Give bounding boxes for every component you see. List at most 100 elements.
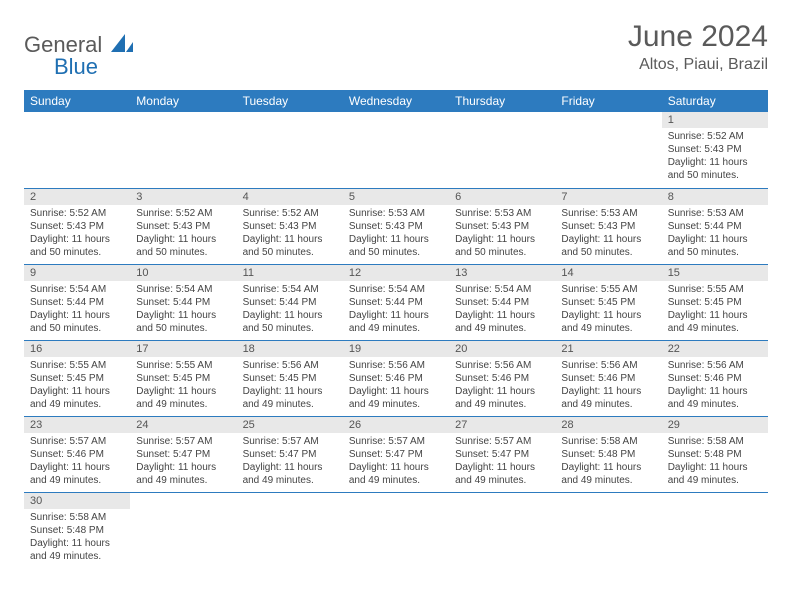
day-details: Sunrise: 5:57 AMSunset: 5:46 PMDaylight:…	[24, 433, 130, 491]
day-details: Sunrise: 5:53 AMSunset: 5:44 PMDaylight:…	[662, 205, 768, 263]
day-number: 22	[662, 341, 768, 357]
weekday-header: Monday	[130, 90, 236, 112]
day-details: Sunrise: 5:58 AMSunset: 5:48 PMDaylight:…	[662, 433, 768, 491]
calendar-cell: 26Sunrise: 5:57 AMSunset: 5:47 PMDayligh…	[343, 416, 449, 492]
day-number: 5	[343, 189, 449, 205]
day-details: Sunrise: 5:56 AMSunset: 5:46 PMDaylight:…	[555, 357, 661, 415]
day-number: 17	[130, 341, 236, 357]
calendar-cell	[555, 492, 661, 568]
day-number: 1	[662, 112, 768, 128]
day-details: Sunrise: 5:52 AMSunset: 5:43 PMDaylight:…	[130, 205, 236, 263]
calendar-table: Sunday Monday Tuesday Wednesday Thursday…	[24, 90, 768, 568]
calendar-cell: 2Sunrise: 5:52 AMSunset: 5:43 PMDaylight…	[24, 188, 130, 264]
calendar-cell: 24Sunrise: 5:57 AMSunset: 5:47 PMDayligh…	[130, 416, 236, 492]
day-details: Sunrise: 5:56 AMSunset: 5:46 PMDaylight:…	[662, 357, 768, 415]
day-details: Sunrise: 5:55 AMSunset: 5:45 PMDaylight:…	[662, 281, 768, 339]
calendar-cell: 7Sunrise: 5:53 AMSunset: 5:43 PMDaylight…	[555, 188, 661, 264]
calendar-cell: 21Sunrise: 5:56 AMSunset: 5:46 PMDayligh…	[555, 340, 661, 416]
day-number: 20	[449, 341, 555, 357]
day-number: 26	[343, 417, 449, 433]
day-details: Sunrise: 5:53 AMSunset: 5:43 PMDaylight:…	[449, 205, 555, 263]
day-details: Sunrise: 5:54 AMSunset: 5:44 PMDaylight:…	[449, 281, 555, 339]
calendar-cell	[449, 112, 555, 188]
day-number: 27	[449, 417, 555, 433]
calendar-cell: 19Sunrise: 5:56 AMSunset: 5:46 PMDayligh…	[343, 340, 449, 416]
calendar-cell: 20Sunrise: 5:56 AMSunset: 5:46 PMDayligh…	[449, 340, 555, 416]
calendar-cell: 18Sunrise: 5:56 AMSunset: 5:45 PMDayligh…	[237, 340, 343, 416]
calendar-row: 16Sunrise: 5:55 AMSunset: 5:45 PMDayligh…	[24, 340, 768, 416]
calendar-cell: 27Sunrise: 5:57 AMSunset: 5:47 PMDayligh…	[449, 416, 555, 492]
calendar-cell	[343, 492, 449, 568]
calendar-cell: 3Sunrise: 5:52 AMSunset: 5:43 PMDaylight…	[130, 188, 236, 264]
calendar-cell	[449, 492, 555, 568]
day-number: 13	[449, 265, 555, 281]
calendar-cell	[24, 112, 130, 188]
brand-word2: Blue	[54, 54, 133, 80]
calendar-cell: 13Sunrise: 5:54 AMSunset: 5:44 PMDayligh…	[449, 264, 555, 340]
calendar-body: 1Sunrise: 5:52 AMSunset: 5:43 PMDaylight…	[24, 112, 768, 568]
calendar-row: 23Sunrise: 5:57 AMSunset: 5:46 PMDayligh…	[24, 416, 768, 492]
day-details: Sunrise: 5:54 AMSunset: 5:44 PMDaylight:…	[24, 281, 130, 339]
day-details: Sunrise: 5:54 AMSunset: 5:44 PMDaylight:…	[237, 281, 343, 339]
calendar-cell: 10Sunrise: 5:54 AMSunset: 5:44 PMDayligh…	[130, 264, 236, 340]
day-number: 10	[130, 265, 236, 281]
calendar-cell	[237, 492, 343, 568]
day-details: Sunrise: 5:53 AMSunset: 5:43 PMDaylight:…	[555, 205, 661, 263]
weekday-header: Wednesday	[343, 90, 449, 112]
weekday-header: Friday	[555, 90, 661, 112]
calendar-cell: 1Sunrise: 5:52 AMSunset: 5:43 PMDaylight…	[662, 112, 768, 188]
day-number: 2	[24, 189, 130, 205]
weekday-header: Saturday	[662, 90, 768, 112]
calendar-cell	[130, 112, 236, 188]
calendar-cell: 11Sunrise: 5:54 AMSunset: 5:44 PMDayligh…	[237, 264, 343, 340]
day-details: Sunrise: 5:57 AMSunset: 5:47 PMDaylight:…	[130, 433, 236, 491]
day-number: 4	[237, 189, 343, 205]
day-details: Sunrise: 5:54 AMSunset: 5:44 PMDaylight:…	[130, 281, 236, 339]
day-details: Sunrise: 5:53 AMSunset: 5:43 PMDaylight:…	[343, 205, 449, 263]
day-details: Sunrise: 5:57 AMSunset: 5:47 PMDaylight:…	[237, 433, 343, 491]
day-details: Sunrise: 5:55 AMSunset: 5:45 PMDaylight:…	[555, 281, 661, 339]
calendar-row: 9Sunrise: 5:54 AMSunset: 5:44 PMDaylight…	[24, 264, 768, 340]
day-number: 11	[237, 265, 343, 281]
day-details: Sunrise: 5:56 AMSunset: 5:45 PMDaylight:…	[237, 357, 343, 415]
day-details: Sunrise: 5:56 AMSunset: 5:46 PMDaylight:…	[343, 357, 449, 415]
month-title: June 2024	[628, 20, 768, 54]
day-number: 3	[130, 189, 236, 205]
calendar-cell: 17Sunrise: 5:55 AMSunset: 5:45 PMDayligh…	[130, 340, 236, 416]
calendar-row: 2Sunrise: 5:52 AMSunset: 5:43 PMDaylight…	[24, 188, 768, 264]
day-details: Sunrise: 5:52 AMSunset: 5:43 PMDaylight:…	[662, 128, 768, 186]
day-number: 23	[24, 417, 130, 433]
day-number: 29	[662, 417, 768, 433]
calendar-cell: 16Sunrise: 5:55 AMSunset: 5:45 PMDayligh…	[24, 340, 130, 416]
calendar-cell: 30Sunrise: 5:58 AMSunset: 5:48 PMDayligh…	[24, 492, 130, 568]
calendar-cell: 6Sunrise: 5:53 AMSunset: 5:43 PMDaylight…	[449, 188, 555, 264]
calendar-cell	[662, 492, 768, 568]
calendar-row: 30Sunrise: 5:58 AMSunset: 5:48 PMDayligh…	[24, 492, 768, 568]
brand-logo: General Blue	[24, 32, 133, 80]
calendar-cell: 5Sunrise: 5:53 AMSunset: 5:43 PMDaylight…	[343, 188, 449, 264]
weekday-header-row: Sunday Monday Tuesday Wednesday Thursday…	[24, 90, 768, 112]
day-details: Sunrise: 5:57 AMSunset: 5:47 PMDaylight:…	[343, 433, 449, 491]
day-details: Sunrise: 5:52 AMSunset: 5:43 PMDaylight:…	[237, 205, 343, 263]
day-details: Sunrise: 5:52 AMSunset: 5:43 PMDaylight:…	[24, 205, 130, 263]
location-text: Altos, Piaui, Brazil	[628, 56, 768, 74]
day-details: Sunrise: 5:58 AMSunset: 5:48 PMDaylight:…	[555, 433, 661, 491]
calendar-cell: 22Sunrise: 5:56 AMSunset: 5:46 PMDayligh…	[662, 340, 768, 416]
calendar-cell: 28Sunrise: 5:58 AMSunset: 5:48 PMDayligh…	[555, 416, 661, 492]
day-number: 15	[662, 265, 768, 281]
day-number: 7	[555, 189, 661, 205]
day-number: 21	[555, 341, 661, 357]
header: General Blue June 2024 Altos, Piaui, Bra…	[24, 20, 768, 80]
weekday-header: Thursday	[449, 90, 555, 112]
day-number: 16	[24, 341, 130, 357]
day-number: 24	[130, 417, 236, 433]
calendar-cell: 23Sunrise: 5:57 AMSunset: 5:46 PMDayligh…	[24, 416, 130, 492]
day-details: Sunrise: 5:56 AMSunset: 5:46 PMDaylight:…	[449, 357, 555, 415]
calendar-cell	[343, 112, 449, 188]
day-number: 19	[343, 341, 449, 357]
calendar-cell: 4Sunrise: 5:52 AMSunset: 5:43 PMDaylight…	[237, 188, 343, 264]
day-details: Sunrise: 5:57 AMSunset: 5:47 PMDaylight:…	[449, 433, 555, 491]
weekday-header: Tuesday	[237, 90, 343, 112]
calendar-cell	[130, 492, 236, 568]
day-details: Sunrise: 5:55 AMSunset: 5:45 PMDaylight:…	[130, 357, 236, 415]
